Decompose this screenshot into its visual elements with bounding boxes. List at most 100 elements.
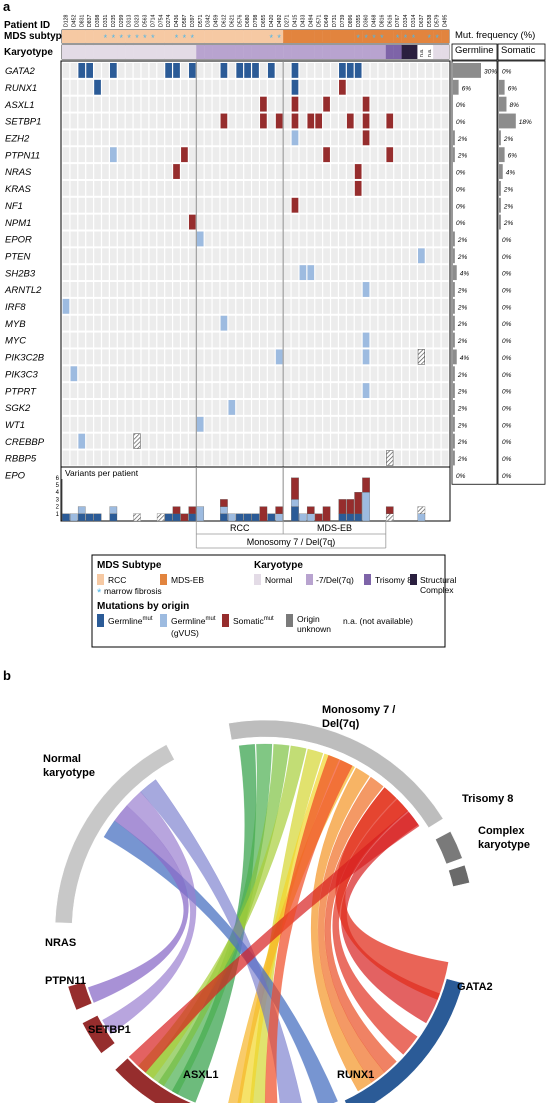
variant-bar-germline: [243, 513, 252, 522]
matrix-cell: [196, 180, 204, 196]
somatic-freq-label: 0%: [502, 422, 512, 429]
germline-freq-bar: [453, 231, 455, 247]
matrix-cell: [267, 366, 275, 382]
matrix-cell: [149, 130, 157, 146]
gene-label-wt1: WT1: [5, 420, 25, 431]
matrix-cell: [125, 315, 133, 331]
matrix-cell: [425, 416, 433, 432]
patient-id-d816: D816: [379, 14, 385, 27]
matrix-cell: [362, 180, 370, 196]
matrix-cell: [331, 416, 338, 432]
matrix-cell: [149, 349, 157, 365]
matrix-cell: [410, 180, 417, 196]
matrix-cell: [70, 265, 78, 281]
matrix-cell: [228, 63, 236, 78]
matrix-cell: [394, 147, 402, 163]
mutation-somatic: [220, 113, 228, 129]
matrix-cell: [165, 113, 172, 129]
matrix-cell: [173, 433, 180, 449]
mutation-germline: [267, 63, 275, 78]
matrix-cell: [299, 113, 307, 129]
variant-bar-gvus: [196, 506, 205, 522]
matrix-cell: [133, 400, 141, 415]
variant-bar-somatic: [354, 492, 362, 514]
matrix-cell: [394, 214, 402, 230]
matrix-cell: [133, 450, 141, 466]
germline-freq-label: 2%: [457, 372, 468, 379]
matrix-cell: [323, 63, 330, 78]
patient-id-d313: D313: [127, 14, 133, 27]
matrix-cell: [141, 450, 149, 466]
matrix-cell: [149, 400, 157, 415]
matrix-cell: [141, 130, 149, 146]
matrix-cell: [228, 248, 236, 264]
matrix-cell: [378, 197, 386, 213]
matrix-cell: [220, 366, 228, 382]
matrix-cell: [102, 197, 109, 213]
matrix-cell: [228, 164, 236, 179]
subtype-cell: [417, 30, 426, 43]
germline-freq-bar: [453, 147, 455, 163]
matrix-cell: [94, 63, 101, 78]
matrix-cell: [315, 197, 323, 213]
matrix-cell: [149, 265, 157, 281]
matrix-cell: [86, 383, 93, 398]
matrix-cell: [212, 147, 220, 163]
fibrosis-star: *: [435, 33, 439, 43]
matrix-cell: [410, 433, 417, 449]
subtype-cell: [306, 30, 315, 43]
subtype-cell: [235, 30, 244, 43]
matrix-cell: [425, 113, 433, 129]
karyotype-cell: [188, 45, 197, 59]
matrix-cell: [267, 298, 275, 314]
legend-tri8-swatch: [364, 574, 371, 585]
variant-bar-somatic: [275, 506, 283, 514]
matrix-cell: [394, 383, 402, 398]
matrix-cell: [370, 197, 378, 213]
matrix-cell: [204, 315, 212, 331]
karyotype-cell: [93, 45, 102, 59]
panel-b-label: b: [3, 668, 11, 683]
matrix-cell: [433, 265, 441, 281]
matrix-cell: [323, 164, 330, 179]
matrix-cell: [181, 214, 188, 230]
matrix-cell: [299, 147, 307, 163]
matrix-cell: [78, 130, 86, 146]
matrix-cell: [86, 248, 93, 264]
matrix-cell: [244, 416, 251, 432]
karyotype-na: n.a.: [419, 49, 425, 57]
matrix-cell: [228, 282, 236, 297]
matrix-cell: [86, 332, 93, 348]
matrix-cell: [299, 79, 307, 95]
patient-id-d731: D731: [332, 14, 338, 27]
mutation-somatic: [260, 113, 267, 129]
matrix-cell: [94, 400, 101, 415]
matrix-cell: [386, 366, 394, 382]
matrix-cell: [133, 265, 141, 281]
matrix-cell: [354, 315, 362, 331]
variant-bar-germline: [251, 513, 260, 522]
matrix-cell: [188, 231, 196, 247]
matrix-cell: [307, 349, 315, 365]
matrix-cell: [78, 147, 86, 163]
karyotype-cell: [164, 45, 173, 59]
matrix-cell: [307, 231, 315, 247]
variant-bar-unknown: [385, 513, 394, 522]
legend-fibrosis-label: marrow fibrosis: [104, 586, 162, 596]
matrix-cell: [378, 349, 386, 365]
matrix-cell: [188, 248, 196, 264]
matrix-cell: [62, 63, 70, 78]
matrix-cell: [275, 282, 283, 297]
matrix-cell: [228, 349, 236, 365]
matrix-cell: [267, 383, 275, 398]
somatic-freq-label: 0%: [502, 372, 512, 379]
matrix-cell: [402, 164, 409, 179]
matrix-cell: [244, 282, 251, 297]
matrix-cell: [188, 96, 196, 112]
matrix-cell: [315, 147, 323, 163]
matrix-cell: [228, 113, 236, 129]
patient-id-d754: D754: [158, 14, 164, 27]
matrix-cell: [70, 180, 78, 196]
matrix-cell: [362, 400, 370, 415]
germline-freq-label: 0%: [456, 203, 466, 210]
